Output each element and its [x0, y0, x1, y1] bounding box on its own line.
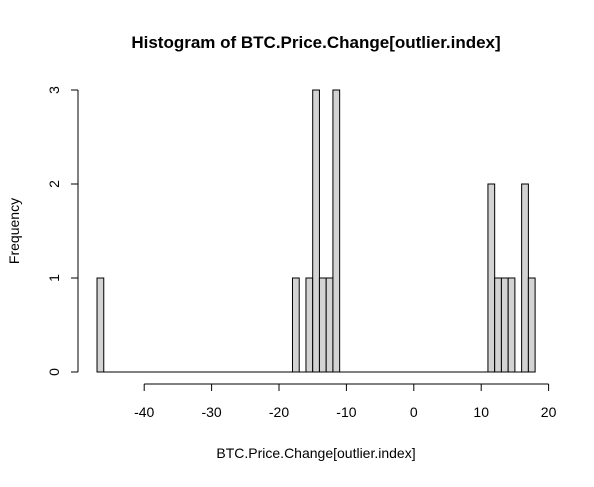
histogram-bar: [521, 183, 529, 373]
x-tick-label: 10: [473, 404, 489, 420]
y-tick-label: 0: [46, 368, 62, 376]
x-tick-label: 0: [410, 404, 418, 420]
x-tick-label: 20: [541, 404, 557, 420]
x-tick-label: -10: [336, 404, 356, 420]
x-tick-label: -40: [134, 404, 154, 420]
chart-title: Histogram of BTC.Price.Change[outlier.in…: [131, 33, 500, 52]
histogram-bar: [527, 277, 536, 373]
y-axis: 0 1 2 3: [46, 86, 79, 376]
y-tick-label: 1: [46, 274, 62, 282]
histogram-bar: [507, 277, 516, 373]
bars-layer: [96, 89, 536, 373]
histogram-bar: [96, 277, 105, 373]
histogram-bar: [312, 89, 320, 373]
x-axis-label: BTC.Price.Change[outlier.index]: [216, 445, 415, 461]
x-axis: -40 -30 -20 -10 0 10 20: [134, 383, 557, 420]
histogram-bar: [318, 277, 327, 373]
histogram-bar: [487, 183, 496, 373]
histogram-bar: [500, 277, 509, 373]
histogram-bar: [291, 277, 300, 373]
histogram-bar: [305, 277, 314, 373]
x-tick-label: -20: [269, 404, 289, 420]
histogram-bar: [494, 277, 502, 373]
histogram-bar: [332, 89, 341, 373]
y-axis-label: Frequency: [6, 198, 22, 264]
x-tick-label: -30: [201, 404, 221, 420]
histogram-bar: [325, 277, 334, 373]
y-tick-label: 2: [46, 180, 62, 188]
y-tick-label: 3: [46, 86, 62, 94]
